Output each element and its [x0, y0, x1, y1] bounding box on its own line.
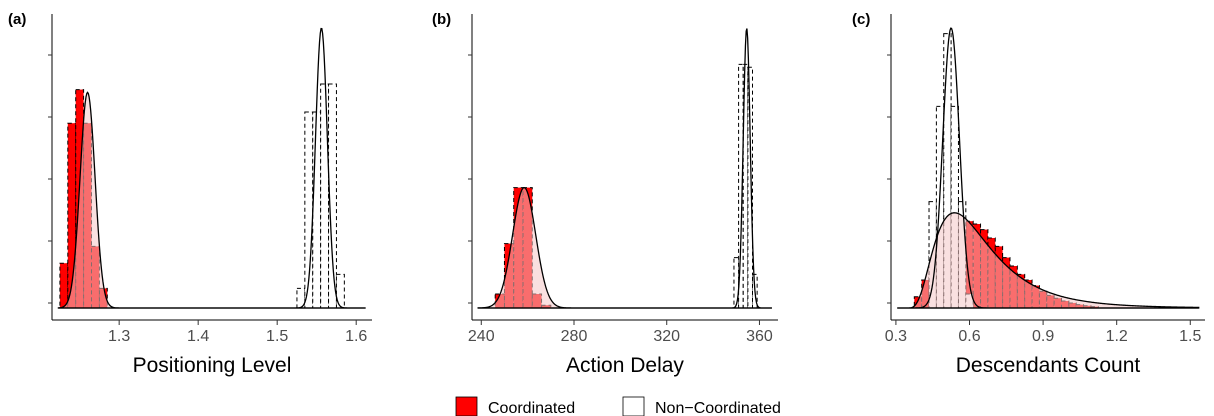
density-curve-non-coordinated: [478, 28, 772, 309]
x-tick-label: 1.6: [345, 328, 367, 345]
legend: Coordinated Non−Coordinated: [455, 396, 781, 416]
histogram-bar-non-coordinated: [943, 33, 952, 309]
density-curve-non-coordinated: [897, 27, 1199, 309]
x-tick-label: 320: [653, 328, 680, 345]
x-tick-label: 1.3: [108, 328, 130, 345]
x-tick-label: 1.5: [266, 328, 288, 345]
legend-label-coordinated: Coordinated: [488, 400, 575, 416]
histogram-bar-non-coordinated: [328, 83, 337, 309]
density-curve-coordinated: [897, 212, 1200, 309]
panel-tag: (c): [852, 11, 870, 28]
panel-a: (a) 1.3 1.4 1.5 1.6 Positioning Level: [8, 11, 372, 377]
x-axis-title: Action Delay: [566, 354, 684, 377]
x-tick-label: 360: [746, 328, 773, 345]
x-tick-label: 280: [561, 328, 588, 345]
x-tick-label: 1.4: [187, 328, 209, 345]
histogram-bar-coordinated: [59, 262, 69, 309]
density-curve-non-coordinated: [58, 27, 366, 309]
x-tick-label: 0.3: [885, 328, 907, 345]
x-axis-title: Positioning Level: [133, 354, 292, 377]
x-tick-label: 0.9: [1032, 328, 1054, 345]
legend-swatch-non-coordinated: [622, 396, 645, 416]
x-tick-label: 240: [468, 328, 495, 345]
x-axis-title: Descendants Count: [956, 354, 1141, 377]
x-tick-label: 0.6: [958, 328, 980, 345]
panel-b: (b) 240 280 320 360 Action Delay: [432, 11, 778, 377]
legend-swatch-coordinated: [455, 396, 478, 416]
legend-label-non-coordinated: Non−Coordinated: [655, 400, 781, 416]
x-tick-label: 1.5: [1179, 328, 1201, 345]
panel-tag: (a): [8, 11, 26, 28]
x-tick-label: 1.2: [1106, 328, 1128, 345]
panel-tag: (b): [432, 11, 451, 28]
density-curve-coordinated: [477, 186, 772, 309]
panel-c: (c) 0.3 0.6 0.9 1.2 1.5 Descendants Count: [852, 11, 1205, 377]
